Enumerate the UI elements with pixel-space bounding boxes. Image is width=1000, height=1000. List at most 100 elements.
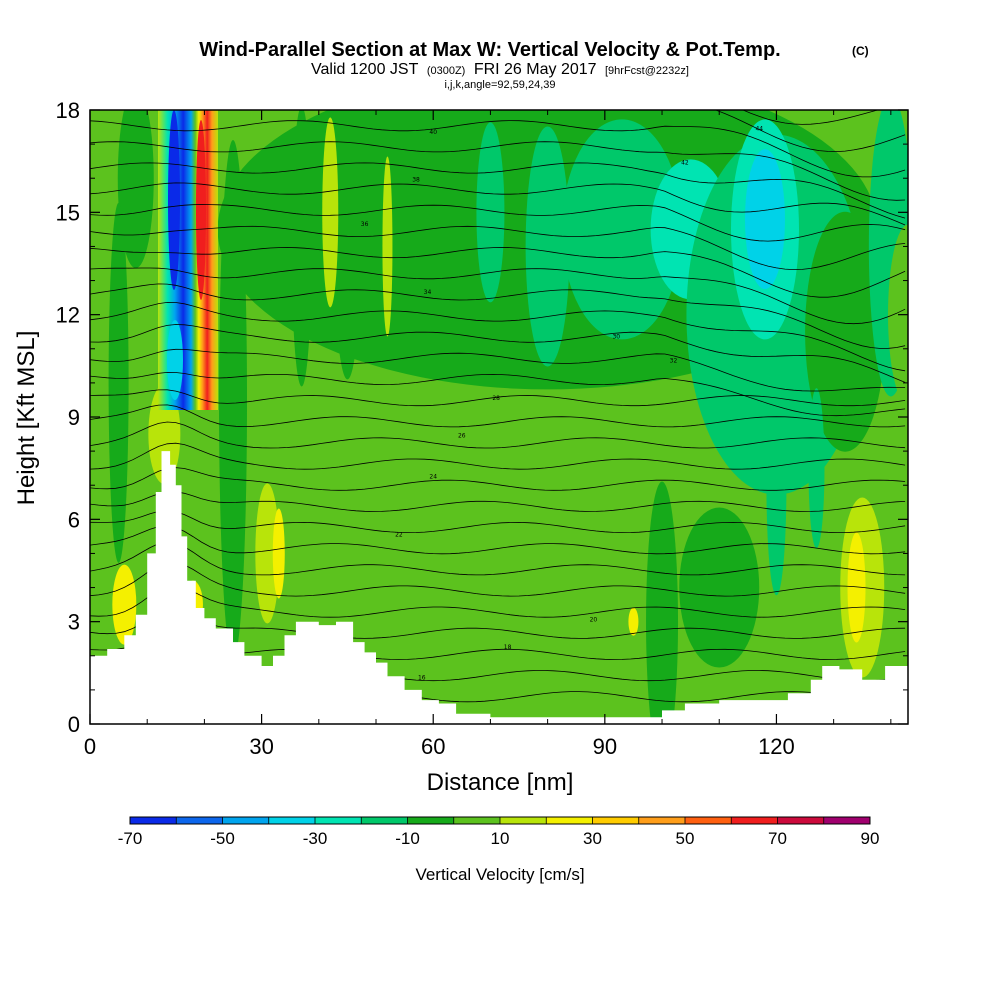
colorbar-tick-label: -70 xyxy=(118,829,143,848)
colorbar-swatch xyxy=(315,817,362,824)
colorbar-tick-label: 70 xyxy=(768,829,787,848)
velocity-cell xyxy=(255,483,280,624)
isentrope-label: 42 xyxy=(681,160,689,167)
x-tick-label: 90 xyxy=(593,734,617,759)
velocity-cell xyxy=(744,149,785,290)
velocity-cell xyxy=(628,607,639,636)
colorbar-swatch xyxy=(453,817,500,824)
isentrope-line xyxy=(90,467,906,491)
isentrope-label: 44 xyxy=(755,125,763,132)
isentrope-label: 40 xyxy=(429,129,437,136)
velocity-cell xyxy=(333,110,362,380)
isentrope-label: 28 xyxy=(492,395,500,402)
valid-time: Valid 1200 JST xyxy=(311,61,419,78)
copyright-mark: (C) xyxy=(852,44,869,58)
colorbar-swatch xyxy=(731,817,778,824)
y-tick-label: 6 xyxy=(68,507,80,532)
velocity-cell xyxy=(291,110,312,387)
isentrope-label: 26 xyxy=(458,432,466,439)
velocity-cell xyxy=(808,388,825,549)
velocity-cell xyxy=(415,110,452,333)
y-tick-label: 12 xyxy=(56,303,80,328)
isentrope-line xyxy=(90,247,906,298)
colorbar-label: Vertical Velocity [cm/s] xyxy=(415,865,584,884)
velocity-cell xyxy=(117,110,154,269)
colorbar-swatch xyxy=(546,817,593,824)
colorbar-swatch xyxy=(130,817,177,824)
isentrope-line xyxy=(90,283,906,349)
chart-subtitle: Valid 1200 JST (0300Z) FRI 26 May 2017 [… xyxy=(311,61,689,78)
velocity-cell xyxy=(679,507,760,668)
y-tick-label: 18 xyxy=(56,98,80,123)
terrain-mask xyxy=(90,451,908,724)
colorbar-swatch xyxy=(361,817,408,824)
isentrope-label: 18 xyxy=(504,644,512,651)
colorbar-swatch xyxy=(592,817,639,824)
isentrope-line xyxy=(90,561,906,597)
isentrope-label: 38 xyxy=(412,177,420,184)
isentrope-label: 30 xyxy=(612,334,620,341)
colorbar-tick-label: -10 xyxy=(395,829,420,848)
isentrope-line xyxy=(90,162,906,219)
downdraft-core xyxy=(167,320,183,400)
isentrope-label: 20 xyxy=(590,617,598,624)
velocity-cell xyxy=(219,139,248,660)
x-tick-label: 0 xyxy=(84,734,96,759)
y-tick-label: 15 xyxy=(56,200,80,225)
velocity-cell xyxy=(847,532,866,643)
isentrope-label: 34 xyxy=(424,289,432,296)
downdraft-core xyxy=(168,110,180,290)
isentrope-line xyxy=(742,110,880,125)
updraft-streak xyxy=(196,120,206,300)
y-axis-label: Height [Kft MSL] xyxy=(13,331,40,506)
velocity-cell xyxy=(272,508,285,599)
isentrope-line xyxy=(90,182,906,226)
y-tick-label: 3 xyxy=(68,610,80,635)
valid-utc: (0300Z) xyxy=(427,65,466,77)
y-tick-label: 0 xyxy=(68,712,80,737)
isentrope-line xyxy=(150,110,906,153)
isentrope-line xyxy=(90,204,906,242)
velocity-cell xyxy=(108,202,129,563)
isentrope-line xyxy=(90,141,906,201)
y-tick-label: 9 xyxy=(68,405,80,430)
colorbar-swatch xyxy=(823,817,870,824)
isentrope-line xyxy=(90,324,906,383)
isentrope-line xyxy=(90,442,906,470)
colorbar-tick-label: 90 xyxy=(861,829,880,848)
colorbar-swatch xyxy=(685,817,732,824)
x-tick-label: 120 xyxy=(758,734,795,759)
colorbar-swatch xyxy=(268,817,315,824)
isentrope-label: 22 xyxy=(395,531,403,538)
terrain-profile xyxy=(90,451,908,724)
colorbar-tick-label: -50 xyxy=(210,829,235,848)
colorbar-swatch xyxy=(176,817,223,824)
colorbar: -70 -50 -30 -10 10 30 50 70 90 xyxy=(118,816,880,848)
velocity-cell xyxy=(646,481,679,724)
isentrope-line xyxy=(90,225,906,271)
forecast-info: [9hrFcst@2232z] xyxy=(605,65,689,77)
isentrope-line xyxy=(90,585,906,618)
isentrope-line xyxy=(90,510,906,534)
velocity-cell xyxy=(525,126,570,367)
isentrope-label: 24 xyxy=(429,473,437,480)
colorbar-tick-label: 30 xyxy=(583,829,602,848)
isentrope-line xyxy=(90,541,906,576)
isentrope-line xyxy=(90,610,906,639)
colorbar-swatch xyxy=(222,817,269,824)
chart-title: Wind-Parallel Section at Max W: Vertical… xyxy=(199,39,780,61)
isentrope-line xyxy=(90,267,906,325)
velocity-cell xyxy=(476,122,505,303)
colorbar-tick-label: 50 xyxy=(676,829,695,848)
isentrope-line xyxy=(90,389,906,407)
updraft-core xyxy=(158,110,218,410)
x-tick-label: 30 xyxy=(249,734,273,759)
isentrope-line xyxy=(90,525,906,555)
velocity-cell xyxy=(322,117,339,308)
velocity-cell xyxy=(382,156,393,337)
colorbar-tick-label: -30 xyxy=(303,829,328,848)
isentrope-line xyxy=(90,371,906,417)
